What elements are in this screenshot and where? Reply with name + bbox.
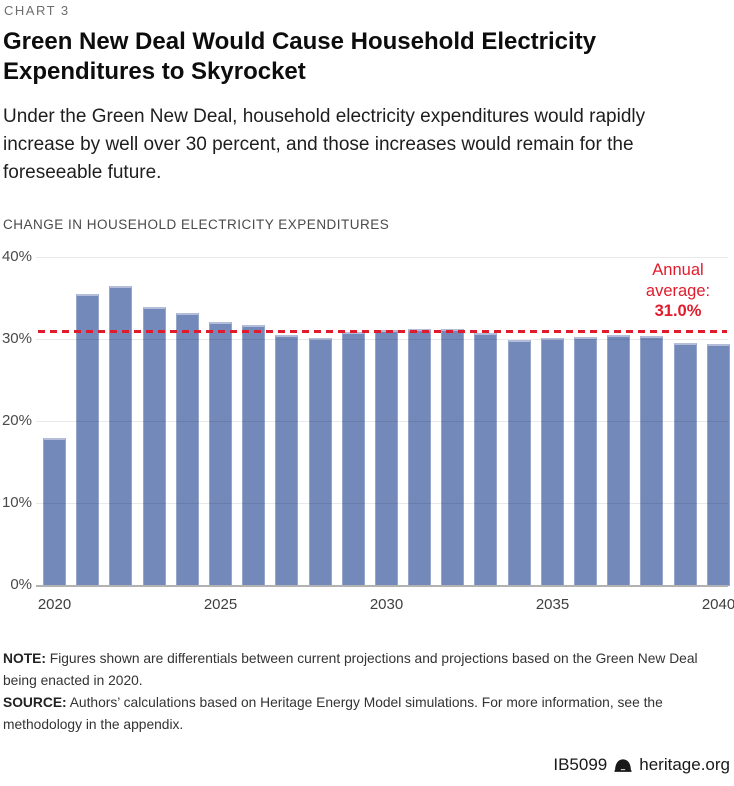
bar-2020 [43, 437, 66, 586]
annotation-line-1: Annual [652, 261, 704, 279]
bar-2028 [308, 337, 332, 586]
bar-2037 [607, 335, 631, 586]
note-line: NOTE: Figures shown are differentials be… [3, 648, 729, 691]
chart-subtitle: Under the Green New Deal, household elec… [3, 106, 646, 183]
gridline [36, 421, 728, 422]
bar-chart: 0% 10% 20% 30% 40% Annual average: 31.0% 202… [0, 248, 734, 625]
bar-2029 [341, 331, 365, 586]
bar-2023 [142, 307, 166, 586]
annotation-line-2: average: [645, 281, 711, 300]
page-title: Green New Deal Would Cause Household Ele… [3, 28, 597, 85]
notes-block: NOTE: Figures shown are differentials be… [3, 648, 729, 735]
annotation-value: 31.0% [654, 302, 702, 320]
liberty-bell-icon [614, 758, 632, 772]
y-tick-label-20: 20% [1, 412, 32, 429]
bar-2034 [507, 340, 531, 586]
y-tick-label-10: 10% [1, 494, 32, 511]
y-tick-label-30: 30% [1, 330, 32, 347]
gridline [36, 257, 728, 258]
bar-2021 [76, 294, 100, 586]
x-tick-label-2020: 2020 [37, 596, 72, 613]
note-label: NOTE: [3, 651, 46, 666]
bar-2032 [441, 328, 465, 586]
x-tick-label-2025: 2025 [203, 596, 238, 613]
note-text: Figures shown are differentials between … [3, 651, 698, 688]
x-tick-label-2040: 2040 [701, 596, 734, 613]
gridline [36, 503, 728, 504]
bar-2038 [640, 335, 664, 586]
annual-average-annotation: Annual average: 31.0% [616, 260, 734, 322]
site-link[interactable]: heritage.org [639, 755, 730, 774]
x-tick-label-2035: 2035 [535, 596, 570, 613]
x-tick-label-2030: 2030 [369, 596, 404, 613]
bars-row [43, 258, 730, 586]
chart-kicker: CHART 3 [4, 3, 70, 18]
bar-2039 [673, 342, 697, 586]
bar-2040 [706, 344, 730, 586]
source-line: SOURCE: Authors’ calculations based on H… [3, 692, 729, 735]
footer: IB5099 heritage.org [553, 755, 730, 775]
bar-2025 [208, 322, 232, 586]
bar-2030 [374, 330, 398, 586]
gridline [36, 339, 728, 340]
average-line [38, 330, 727, 334]
x-axis-line [36, 585, 728, 587]
source-label: SOURCE: [3, 695, 67, 710]
source-text: Authors’ calculations based on Heritage … [3, 695, 663, 732]
x-axis-labels: 2020 2025 2030 2035 2040 [38, 596, 734, 616]
bar-2036 [574, 336, 597, 586]
bar-2031 [408, 328, 432, 586]
y-tick-label-0: 0% [10, 576, 32, 593]
chart-axis-title: CHANGE IN HOUSEHOLD ELECTRICITY EXPENDIT… [3, 217, 390, 232]
bar-2027 [275, 335, 299, 586]
y-tick-label-40: 40% [1, 248, 32, 265]
bar-2026 [242, 325, 266, 586]
bar-2033 [474, 333, 498, 586]
doc-id: IB5099 [553, 755, 608, 774]
bar-2035 [540, 338, 564, 586]
bar-2024 [175, 312, 199, 586]
